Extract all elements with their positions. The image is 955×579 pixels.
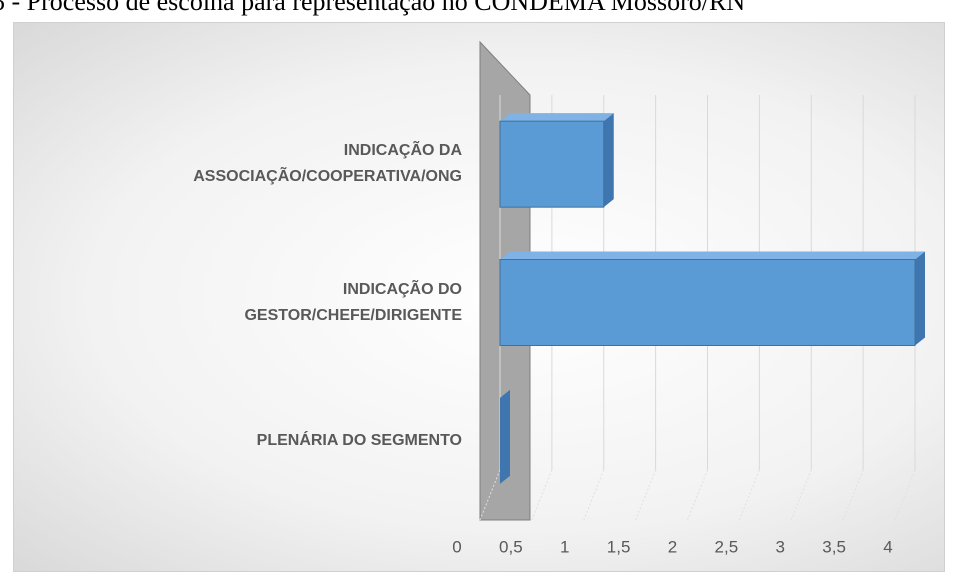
grid-line-floor [583, 469, 605, 521]
x-tick-label: 3 [776, 537, 785, 556]
y-tick-label: INDICAÇÃO DO GESTOR/CHEFE/DIRIGENTE [244, 280, 462, 324]
x-tick-label: 1,5 [607, 537, 631, 556]
bar [500, 389, 510, 484]
x-tick-label: 4 [883, 537, 892, 556]
chart-title: 5 - Processo de escolha para representaç… [0, 0, 745, 16]
grid-line-floor [842, 469, 864, 521]
x-tick-label: 2,5 [715, 537, 739, 556]
grid-line-floor [687, 469, 708, 521]
x-tick-label: 3,5 [822, 537, 846, 556]
grid-line-floor [531, 469, 553, 521]
x-tick-label: 0 [452, 537, 461, 556]
grid-line-floor [479, 469, 501, 521]
bar [499, 251, 925, 346]
x-tick-label: 0,5 [499, 537, 523, 556]
grid-line-floor [894, 469, 916, 521]
bar [499, 113, 614, 208]
x-tick-label: 1 [560, 537, 569, 556]
grid-line-floor [635, 469, 657, 521]
x-tick-label: 2 [668, 537, 677, 556]
y-tick-label: INDICAÇÃO DA ASSOCIAÇÃO/COOPERATIVA/ONG [193, 142, 462, 186]
grid-line-floor [738, 469, 760, 521]
y-tick-label: PLENÁRIA DO SEGMENTO [256, 431, 462, 449]
grid-line-floor [790, 469, 812, 521]
